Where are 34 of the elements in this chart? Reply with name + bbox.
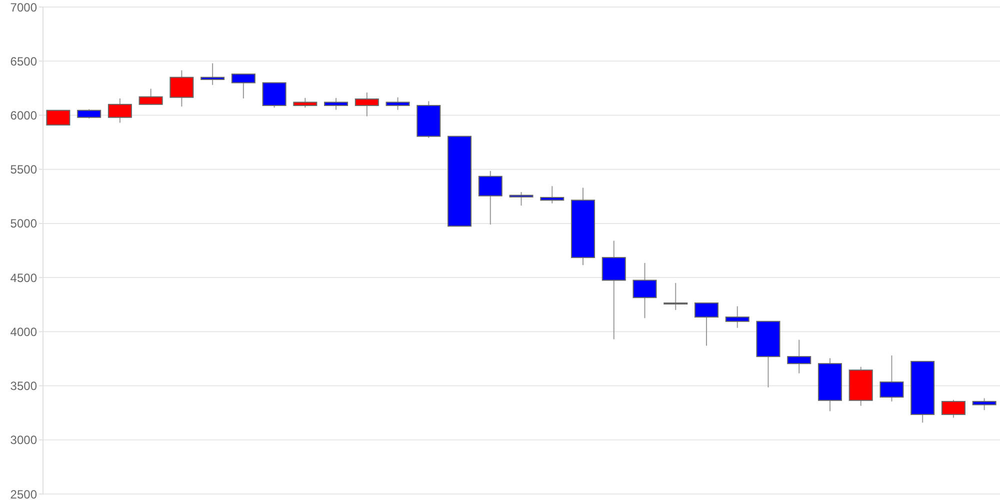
- y-tick-label: 5500: [10, 162, 38, 177]
- candlestick: [46, 110, 70, 126]
- y-tick-label: 4500: [10, 270, 38, 285]
- candlestick: [262, 82, 286, 108]
- candlestick: [880, 354, 904, 402]
- y-tick-label: 7000: [10, 0, 38, 14]
- y-tick-label: 6000: [10, 108, 38, 122]
- candlestick: [138, 88, 163, 106]
- y-tick-label: 6500: [10, 54, 38, 68]
- y-tick-label: 2500: [10, 487, 38, 500]
- candlestick: [632, 262, 657, 319]
- candlestick: [170, 70, 194, 108]
- candlestick: [354, 92, 379, 117]
- candlestick: [293, 97, 318, 108]
- candlestick: [231, 74, 256, 99]
- candlestick: [787, 339, 812, 374]
- y-tick-label: 4000: [10, 324, 38, 339]
- candlestick: [200, 62, 225, 86]
- candlestick: [725, 306, 750, 328]
- candlestick: [478, 170, 502, 226]
- candlestick: [540, 186, 564, 204]
- candlestick: [386, 96, 410, 110]
- candlestick: [324, 97, 348, 110]
- candlestick: [602, 240, 626, 340]
- candlestick: [972, 398, 996, 411]
- candlestick: [664, 282, 688, 311]
- candlestick: [77, 108, 102, 119]
- candlestick: [941, 399, 966, 418]
- y-tick-label: 5000: [10, 216, 38, 231]
- candlestick: [509, 192, 534, 206]
- candlestick: [694, 302, 718, 346]
- candlestick: [108, 98, 132, 124]
- y-tick-label: 3500: [10, 379, 38, 394]
- y-tick-label: 3000: [10, 433, 38, 448]
